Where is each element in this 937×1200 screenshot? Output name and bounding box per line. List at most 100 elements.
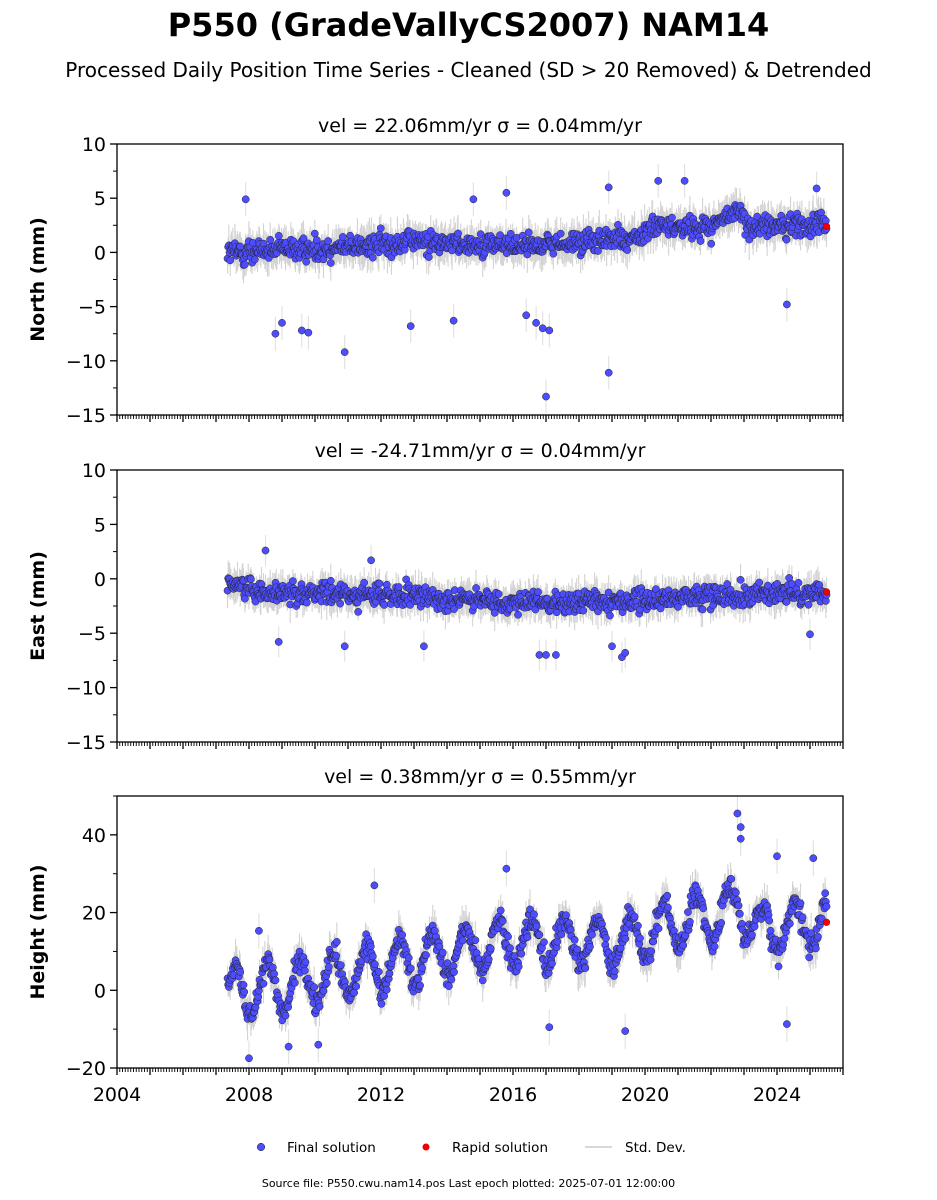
final-solution-point [326,576,335,585]
final-solution-point [604,368,613,377]
final-solution-point [394,583,403,591]
final-solution-point [552,651,560,659]
rapid-solution-point [822,588,831,596]
final-solution-point [310,229,319,238]
final-solution-point [782,598,791,606]
panel-east: vel = -24.71mm/yr σ = 0.04mm/yr East (mm)… [27,440,844,754]
final-solution-point [490,608,499,617]
y-tick-label: −15 [66,405,106,427]
final-solution-point [266,235,275,244]
panel-height: vel = 0.38mm/yr σ = 0.55mm/yr Height (mm)… [27,766,844,1106]
panel-title: vel = 0.38mm/yr σ = 0.55mm/yr [324,766,636,788]
y-tick-label: −15 [66,732,106,754]
final-solution-point [755,578,764,587]
final-solution-point [532,319,540,327]
final-solution-point [424,253,433,261]
final-solution-point [542,392,550,401]
final-solution-point [506,229,515,238]
final-solution-point [623,246,632,254]
final-solution-point [336,599,344,608]
final-solution-point [368,253,377,262]
y-tick-label: 0 [94,242,106,264]
y-tick-label: 10 [82,134,106,156]
final-solution-point [340,642,349,651]
final-solution-point [534,588,542,596]
y-axis-label: East (mm) [27,551,49,661]
final-solution-point [542,651,550,659]
data-layer [223,796,831,1068]
final-solution-point [668,213,676,222]
final-solution-point [494,590,503,598]
final-solution-point [514,610,522,619]
final-solution-point [608,642,616,651]
y-tick-label: 5 [94,514,106,536]
panel-title: vel = -24.71mm/yr σ = 0.04mm/yr [315,440,646,462]
final-solution-point [472,584,480,592]
final-solution-point [338,233,347,241]
final-solution-point [594,247,602,255]
data-layer [223,163,831,414]
final-solution-point [454,229,462,238]
final-solution-point [274,638,283,646]
final-solution-point [450,605,458,613]
final-solution-point [812,184,821,193]
final-solution-point [380,601,388,609]
y-tick-label: −5 [78,297,106,319]
final-solution-point [502,188,511,197]
final-solution-points [223,177,831,401]
final-solution-point [226,256,235,265]
final-solution-point [496,231,504,240]
final-solution-point [656,604,665,613]
y-tick-label: 0 [94,569,106,591]
final-solution-point [288,577,297,585]
final-solution-point [549,249,558,258]
final-solution-point [241,195,250,204]
final-solution-point [696,237,705,245]
final-solution-point [278,319,286,327]
axes-frame [116,143,844,416]
final-solution-point [654,177,663,185]
final-solution-point [723,580,732,588]
y-axis-label: Height (mm) [27,864,49,999]
final-solution-point [783,300,791,309]
panel-title: vel = 22.06mm/yr σ = 0.04mm/yr [318,115,642,137]
final-solution-point [340,348,349,356]
final-solution-point [261,546,270,555]
y-axis-label: North (mm) [27,217,49,342]
final-solution-point [251,255,259,264]
final-solution-point [794,578,803,587]
final-solution-point [524,228,533,237]
final-solution-point [545,326,554,335]
final-solution-point [556,229,565,238]
figure-subtitle: Processed Daily Position Time Series - C… [65,58,872,82]
y-tick-label: 5 [94,188,106,210]
final-solution-point [406,322,415,330]
final-solution-point [469,195,478,204]
final-solution-points [223,546,831,661]
final-solution-point [299,234,308,243]
final-solution-point [319,255,328,264]
final-solution-point [753,212,762,221]
final-solution-point [275,232,283,240]
final-solution-point [302,257,311,266]
final-solution-point [247,575,255,583]
final-solution-point [538,324,547,333]
final-solution-point [535,651,544,659]
final-solution-point [360,578,368,587]
final-solution-point [606,611,614,620]
final-solution-point [698,605,707,614]
final-solution-point [707,239,716,248]
final-solution-point [804,600,813,609]
final-solution-point [304,328,313,337]
final-solution-point [579,606,588,615]
final-solution-point [782,235,791,244]
final-solution-point [522,311,531,320]
final-solution-point [806,630,814,639]
final-solution-point [674,603,682,611]
y-tick-label: 10 [82,460,106,482]
data-layer [223,534,831,673]
final-solution-point [324,237,333,245]
final-solution-point [621,648,630,657]
rapid-solution-point [822,222,831,230]
